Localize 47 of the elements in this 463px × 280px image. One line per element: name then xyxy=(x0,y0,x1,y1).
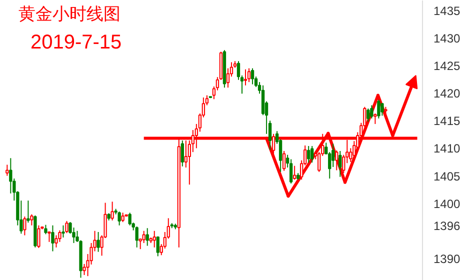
candlestick xyxy=(366,108,370,122)
candlestick xyxy=(289,158,293,184)
y-tick-label: 1425 xyxy=(434,59,461,74)
candlestick xyxy=(23,216,26,236)
y-tick-label: 1400 xyxy=(434,196,461,211)
candlestick xyxy=(65,220,68,234)
text: 2019-7-15 xyxy=(30,32,122,54)
candlestick xyxy=(380,102,384,116)
candlestick xyxy=(156,236,160,257)
candlestick xyxy=(142,230,146,244)
candlestick xyxy=(247,68,251,83)
candlestick xyxy=(335,150,338,171)
candlestick xyxy=(152,230,156,248)
y-tick-label: 1396 xyxy=(434,218,461,233)
candlestick xyxy=(37,224,40,248)
candlestick xyxy=(377,99,380,119)
candlestick xyxy=(310,146,314,164)
candlestick xyxy=(250,68,254,85)
candlestick xyxy=(135,226,138,248)
y-tick-label: 1410 xyxy=(434,142,461,156)
candlestick xyxy=(180,140,184,167)
candlestick xyxy=(62,224,65,238)
candlestick xyxy=(374,112,377,124)
y-tick-label: 1390 xyxy=(434,252,461,266)
y-tick-label: 1415 xyxy=(434,114,461,128)
candlestick xyxy=(6,164,9,176)
candlestick xyxy=(26,200,30,224)
candlestick xyxy=(307,146,310,164)
candlestick xyxy=(146,228,149,246)
candlestick xyxy=(44,224,48,235)
candlestick xyxy=(338,150,342,178)
candlestick xyxy=(118,211,121,226)
candlestick xyxy=(54,234,58,248)
y-tick-label: 1435 xyxy=(434,4,461,18)
chart-title: 黄金小时线图 xyxy=(18,4,120,24)
candlestick xyxy=(370,104,374,119)
candlestick xyxy=(121,212,124,223)
candlestick xyxy=(244,68,248,86)
candlestick xyxy=(96,231,100,252)
candlestick xyxy=(110,201,114,221)
candlestick xyxy=(282,150,286,172)
y-tick-label: 1420 xyxy=(434,86,461,101)
candlestick xyxy=(30,214,34,226)
candlestick xyxy=(292,165,296,180)
candlestick xyxy=(51,224,54,252)
y-tick-label: 1430 xyxy=(434,31,461,46)
y-tick-label: 1405 xyxy=(434,169,461,184)
